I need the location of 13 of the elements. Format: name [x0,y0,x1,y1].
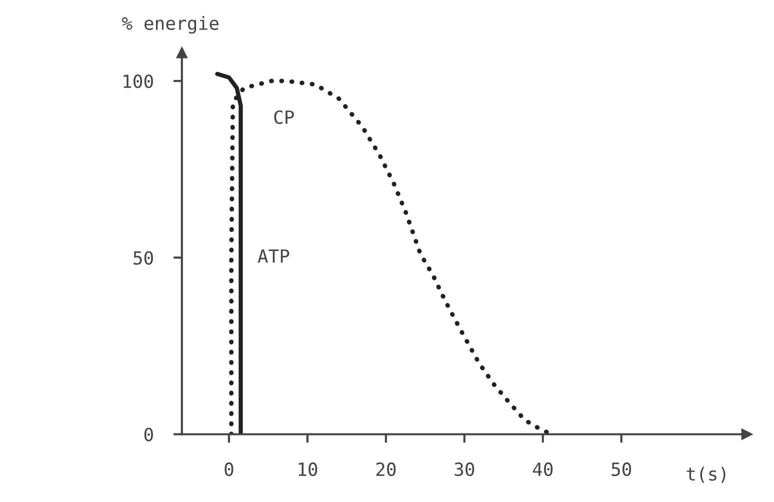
x-tick-label: 20 [376,462,396,476]
series-label: ATP [258,249,290,263]
x-axis-title: t(s) [686,466,726,483]
y-tick-label: 0 [144,428,153,442]
x-tick-label: 10 [298,462,318,476]
x-tick-label: 40 [532,462,553,476]
x-tick-label: 30 [454,462,474,476]
y-axis-title: % energie [122,16,218,34]
y-tick-label: 50 [134,251,153,265]
x-tick-label: 0 [224,462,234,476]
series-label: CP [274,110,294,124]
x-tick-label: 50 [612,462,632,476]
y-tick-label: 100 [124,74,153,88]
